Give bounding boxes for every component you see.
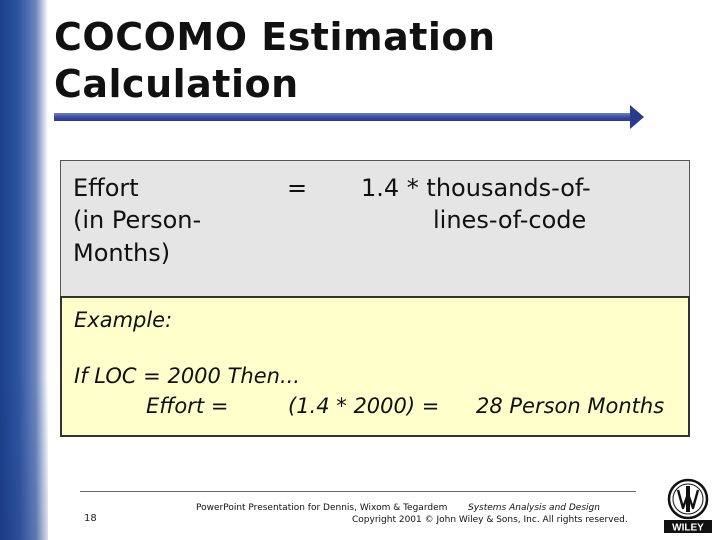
formula-expression-line-1: 1.4 * thousands-of-	[361, 174, 591, 202]
footer-divider	[80, 491, 636, 492]
left-band-shade	[0, 0, 48, 540]
formula-equals: =	[287, 174, 308, 202]
example-heading: Example:	[74, 308, 173, 332]
slide-title: COCOMO Estimation Calculation	[54, 14, 496, 108]
title-underline	[54, 113, 634, 121]
example-box: Example: If LOC = 2000 Then... Effort = …	[60, 296, 690, 437]
effort-label-line-2: (in Person-	[73, 206, 202, 234]
footer-credit: PowerPoint Presentation for Dennis, Wixo…	[196, 503, 448, 513]
slide-title-line-1: COCOMO Estimation	[54, 15, 496, 59]
wiley-logo-icon: WILEY	[664, 478, 712, 534]
footer-copyright: Copyright 2001 © John Wiley & Sons, Inc.…	[352, 515, 628, 525]
left-decorative-band	[0, 0, 48, 540]
title-arrow-icon	[630, 105, 644, 129]
logo-text: WILEY	[672, 523, 704, 534]
formula-box: Effort (in Person- Months) = 1.4 * thous…	[60, 160, 690, 297]
example-condition: If LOC = 2000 Then...	[74, 364, 300, 388]
example-effort-label: Effort =	[146, 394, 229, 418]
effort-label-line-1: Effort	[73, 174, 139, 202]
example-result: 28 Person Months	[476, 394, 665, 418]
example-calculation: (1.4 * 2000) =	[288, 394, 440, 418]
page-number: 18	[84, 513, 97, 524]
slide-title-line-2: Calculation	[54, 62, 299, 106]
formula-expression-line-2: lines-of-code	[433, 206, 587, 234]
effort-label-line-3: Months)	[73, 239, 171, 267]
footer-book-title: Systems Analysis and Design	[468, 503, 600, 513]
